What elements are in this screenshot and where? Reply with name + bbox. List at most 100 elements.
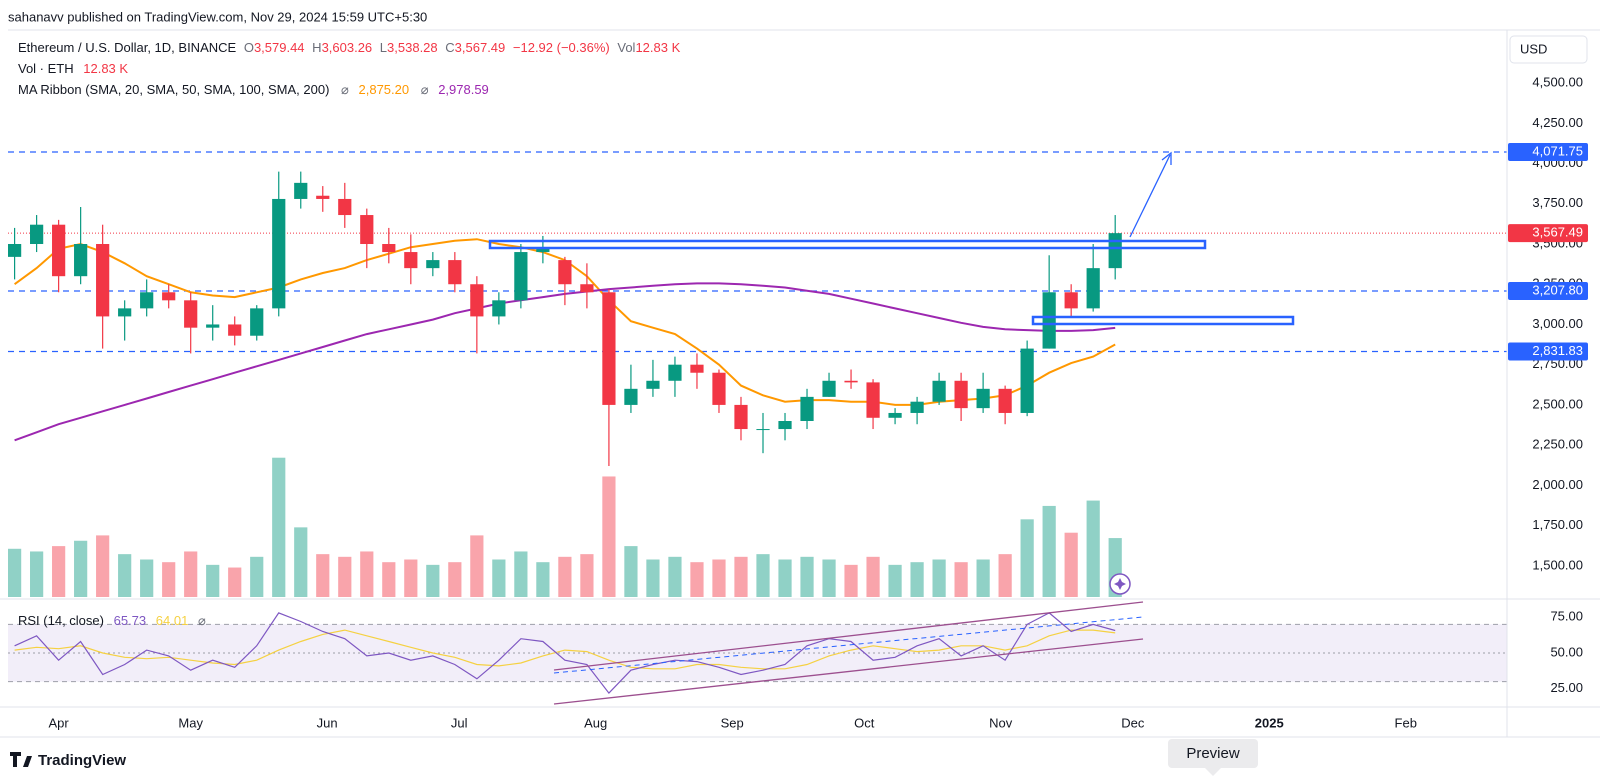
- x-tick-label: Jul: [451, 715, 468, 730]
- price-axis: Apr May Jun Jul Aug Sep Oct Nov Dec 2025 Feb 1,500.…: [49, 75, 1588, 730]
- volume-bar: [52, 546, 66, 597]
- volume-value: 12.83 K: [635, 40, 680, 55]
- volume-bar: [514, 551, 528, 597]
- volume-bar: [30, 551, 44, 597]
- candle-body: [140, 292, 154, 309]
- candle-body: [866, 382, 880, 418]
- candle-body: [96, 244, 110, 317]
- volume-bar: [1064, 532, 1078, 597]
- ma-legend: MA Ribbon (SMA, 20, SMA, 50, SMA, 100, S…: [18, 82, 489, 97]
- volume-bar: [338, 556, 352, 597]
- candle-body: [294, 182, 308, 199]
- volume-bar: [910, 562, 924, 597]
- volume-bar: [8, 548, 22, 597]
- ma-icon: ⌀: [341, 82, 349, 97]
- candle-body: [602, 292, 616, 405]
- volume-bar: [712, 559, 726, 597]
- candle-body: [316, 195, 330, 199]
- volume-bar: [74, 540, 88, 597]
- price-badge: [1508, 143, 1588, 162]
- volume-bar: [228, 567, 242, 597]
- change-value: −12.92 (−0.36%): [513, 40, 610, 55]
- candle-body: [492, 300, 506, 317]
- arrow-head: [1161, 151, 1172, 165]
- volume-bar: [184, 551, 198, 597]
- volume-bar: [580, 554, 594, 597]
- volume-bar: [690, 562, 704, 597]
- candle-body: [514, 252, 528, 301]
- ma-value: 2,875.20: [359, 82, 410, 97]
- candle-body: [976, 388, 990, 409]
- rsi-value: 65.73: [114, 613, 147, 628]
- volume-legend: Vol · ETH 12.83 K: [18, 61, 128, 76]
- x-tick-label: Sep: [721, 715, 744, 730]
- volume-bar: [800, 556, 814, 597]
- rsi-name: RSI (14, close): [18, 613, 104, 628]
- open-value: 3,579.44: [254, 40, 305, 55]
- rsi-ma-value: 64.01: [156, 613, 189, 628]
- price-badge-label: 2,831.83: [1532, 343, 1583, 358]
- volume-bar: [778, 559, 792, 597]
- brand-logo: [10, 752, 32, 767]
- candle-body: [52, 224, 66, 277]
- y-tick-label: 2,500.00: [1532, 396, 1583, 411]
- high-value: 3,603.26: [322, 40, 373, 55]
- volume-bar: [382, 562, 396, 597]
- candle-body: [954, 380, 968, 409]
- candle-body: [184, 300, 198, 328]
- candle-body: [822, 380, 836, 397]
- x-tick-label: May: [178, 715, 203, 730]
- candle-body: [734, 404, 748, 430]
- volume-bar: [602, 476, 616, 597]
- tooltip-box: [1168, 739, 1258, 768]
- volume-bar: [1086, 500, 1100, 597]
- volume-bar: [448, 562, 462, 597]
- x-tick-label: Dec: [1121, 715, 1145, 730]
- candle-body: [888, 412, 902, 418]
- zone-box: [1031, 315, 1295, 326]
- candle-body: [624, 388, 638, 405]
- candle-body: [228, 324, 242, 336]
- candle-body: [118, 308, 132, 317]
- candle-body: [756, 429, 770, 431]
- rsi-line: [14, 612, 1116, 695]
- rsi-tick-label: 50.00: [1550, 644, 1583, 659]
- currency: USD: [1520, 41, 1547, 56]
- volume-bar: [272, 457, 286, 597]
- x-tick-label: Feb: [1395, 715, 1417, 730]
- candle-body: [250, 308, 264, 336]
- y-tick-label: 1,500.00: [1532, 557, 1583, 572]
- candle-body: [536, 247, 550, 253]
- volume-bar: [1042, 505, 1056, 597]
- volume-bar: [822, 559, 836, 597]
- ma-name: MA Ribbon (SMA, 20, SMA, 50, SMA, 100, S…: [18, 82, 329, 97]
- volume-bar: [888, 564, 902, 597]
- candle-body: [558, 260, 572, 285]
- volume-bar: [1020, 519, 1034, 597]
- candle-body: [1020, 348, 1034, 413]
- candle-body: [1086, 268, 1100, 309]
- volume-bar: [404, 559, 418, 597]
- rsi-tick-label: 75.00: [1550, 609, 1583, 624]
- low-value: 3,538.28: [387, 40, 438, 55]
- candle-body: [8, 244, 22, 257]
- volume-bar: [492, 559, 506, 597]
- volume-bar: [624, 546, 638, 597]
- close-value: 3,567.49: [455, 40, 506, 55]
- volume-bar: [844, 564, 858, 597]
- candle-body: [910, 401, 924, 413]
- volume-bar: [360, 551, 374, 597]
- candle-body: [580, 284, 594, 293]
- candle-body: [360, 215, 374, 245]
- candle-body: [844, 380, 858, 383]
- volume-bar: [954, 562, 968, 597]
- x-tick-label: Oct: [854, 715, 875, 730]
- volume-bar: [646, 559, 660, 597]
- tooltip-pointer: [1205, 768, 1221, 776]
- rsi-ma-line: [14, 629, 1116, 670]
- ma-value: 2,978.59: [438, 82, 489, 97]
- zone-box: [488, 239, 1207, 250]
- currency-button[interactable]: [1509, 35, 1588, 64]
- y-tick-label: 1,750.00: [1532, 517, 1583, 532]
- volume-bar: [316, 554, 330, 597]
